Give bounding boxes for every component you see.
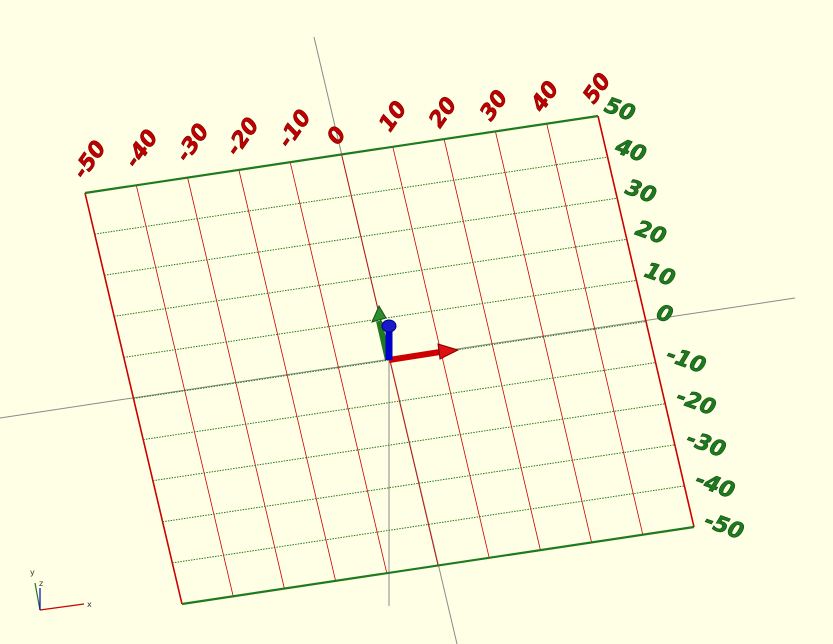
axes-indicator-z-label: z	[39, 579, 43, 588]
axes-indicator-x-label: x	[87, 600, 92, 609]
axes-indicator-y-label: y	[30, 568, 35, 577]
